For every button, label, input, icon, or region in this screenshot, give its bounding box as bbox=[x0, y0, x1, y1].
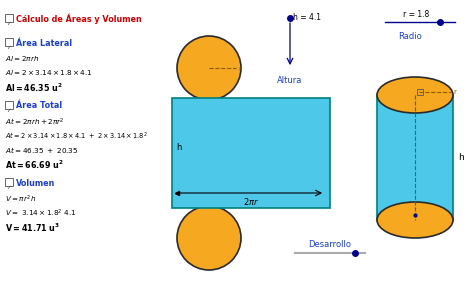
Text: Desarrollo: Desarrollo bbox=[309, 240, 352, 249]
Text: $Al = 2 \times 3.14 \times 1.8 \times 4.1$: $Al = 2 \times 3.14 \times 1.8 \times 4.… bbox=[5, 68, 93, 77]
Bar bbox=[5, 38, 13, 46]
Text: r: r bbox=[453, 89, 456, 95]
Ellipse shape bbox=[177, 36, 241, 100]
Text: Radio: Radio bbox=[398, 32, 422, 41]
Text: $V = \pi r^2 h$: $V = \pi r^2 h$ bbox=[5, 194, 36, 205]
Text: h: h bbox=[458, 153, 464, 162]
Text: Altura: Altura bbox=[277, 76, 303, 85]
Text: h: h bbox=[176, 143, 182, 152]
Text: $\mathbf{At = 66.69\ u^2}$: $\mathbf{At = 66.69\ u^2}$ bbox=[5, 159, 64, 171]
Bar bbox=[5, 101, 13, 109]
Bar bbox=[417, 89, 423, 95]
Text: Volumen: Volumen bbox=[16, 178, 55, 187]
Text: ✓: ✓ bbox=[6, 45, 10, 50]
Bar bbox=[5, 178, 13, 186]
Text: ✓: ✓ bbox=[6, 185, 10, 190]
Text: $At = 2 \times 3.14 \times 1.8 \times 4.1\ +\ 2 \times 3.14 \times 1.8^2$: $At = 2 \times 3.14 \times 1.8 \times 4.… bbox=[5, 131, 148, 142]
Text: Área Lateral: Área Lateral bbox=[16, 39, 72, 48]
Text: h = 4.1: h = 4.1 bbox=[293, 13, 321, 23]
Bar bbox=[172, 98, 330, 208]
Text: $At = 2\pi rh + 2\pi r^2$: $At = 2\pi rh + 2\pi r^2$ bbox=[5, 117, 64, 128]
Ellipse shape bbox=[377, 202, 453, 238]
Text: $Al = 2\pi rh$: $Al = 2\pi rh$ bbox=[5, 54, 39, 63]
Text: $At = 46.35\ +\ 20.35$: $At = 46.35\ +\ 20.35$ bbox=[5, 145, 79, 155]
Text: ✓: ✓ bbox=[6, 108, 10, 113]
Text: Cálculo de Áreas y Volumen: Cálculo de Áreas y Volumen bbox=[16, 14, 142, 24]
Text: $2\pi r$: $2\pi r$ bbox=[243, 196, 259, 207]
Text: $\mathbf{Al = 46.35\ u^2}$: $\mathbf{Al = 46.35\ u^2}$ bbox=[5, 82, 63, 94]
Text: r = 1.8: r = 1.8 bbox=[403, 10, 429, 19]
Bar bbox=[377, 95, 453, 220]
Ellipse shape bbox=[377, 77, 453, 113]
Ellipse shape bbox=[177, 206, 241, 270]
Text: $V =\ 3.14 \times 1.8^2\ 4.1$: $V =\ 3.14 \times 1.8^2\ 4.1$ bbox=[5, 208, 76, 219]
Bar bbox=[5, 14, 13, 22]
Text: $\mathbf{V = 41.71\ u^3}$: $\mathbf{V = 41.71\ u^3}$ bbox=[5, 222, 60, 234]
Text: Área Total: Área Total bbox=[16, 102, 62, 110]
Text: ✓: ✓ bbox=[6, 21, 10, 26]
Text: r: r bbox=[238, 66, 241, 72]
